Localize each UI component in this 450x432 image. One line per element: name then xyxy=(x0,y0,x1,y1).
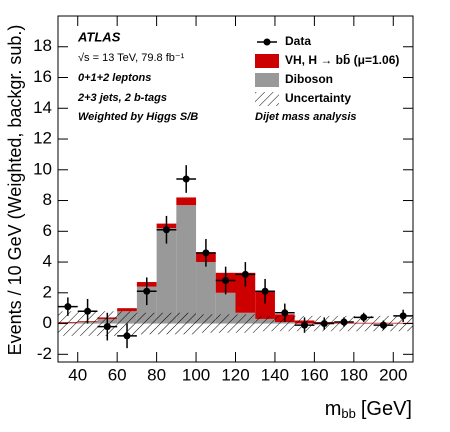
energy-label: √s = 13 TeV, 79.8 fb⁻¹ xyxy=(78,52,185,64)
data-point xyxy=(360,313,368,321)
y-tick-label: 8 xyxy=(43,190,52,209)
legend-label: VH, H → bb̄ (μ=1.06) xyxy=(285,53,399,67)
y-tick-label: 18 xyxy=(33,36,52,55)
data-point xyxy=(301,321,309,329)
stack-bar xyxy=(176,197,197,206)
x-tick-label: 100 xyxy=(182,365,210,384)
stack-bar xyxy=(176,205,197,324)
stack-bar xyxy=(196,262,216,324)
x-tick-label: 40 xyxy=(68,365,87,384)
uncertainty-band xyxy=(274,315,295,332)
x-label-symbol: m xyxy=(325,398,342,420)
data-point xyxy=(162,226,170,234)
data-point xyxy=(261,287,269,295)
data-point xyxy=(222,276,230,284)
x-tick-label: 80 xyxy=(147,365,166,384)
data-point xyxy=(281,309,289,317)
y-tick-label: 2 xyxy=(43,282,52,301)
uncertainty-band xyxy=(136,312,157,335)
uncertainty-band xyxy=(196,314,216,333)
leptons-label: 0+1+2 leptons xyxy=(78,72,151,84)
legend-label: Diboson xyxy=(285,72,333,86)
data-point xyxy=(379,321,387,329)
y-tick-label: 10 xyxy=(33,159,52,178)
stack-bar xyxy=(235,272,256,313)
weight-label: Weighted by Higgs S/B xyxy=(78,111,198,123)
legend-swatch xyxy=(255,73,279,87)
x-axis-label: mbb [GeV] xyxy=(325,398,412,421)
y-tick-label: 4 xyxy=(43,252,52,271)
data-point xyxy=(84,307,92,315)
uncertainty-band xyxy=(255,315,275,332)
x-tick-label: 140 xyxy=(261,365,289,384)
y-tick-label: 6 xyxy=(43,221,52,240)
data-point xyxy=(399,312,407,320)
uncertainty-band xyxy=(235,314,256,333)
data-point xyxy=(340,318,348,326)
uncertainty-band xyxy=(353,315,374,332)
y-axis-label: Events / 10 GeV (Weighted, backgr. sub.) xyxy=(5,25,25,356)
legend-swatch xyxy=(255,54,279,68)
data-point xyxy=(320,320,328,328)
x-tick-label: 180 xyxy=(340,365,368,384)
analysis-label: Dijet mass analysis xyxy=(255,111,357,123)
x-label-subscript: bb xyxy=(341,406,355,421)
y-tick-label: -2 xyxy=(37,344,52,363)
legend-swatch xyxy=(255,92,279,106)
stack-bar xyxy=(156,228,177,324)
uncertainty-band xyxy=(215,314,236,333)
legend-label: Data xyxy=(285,34,311,48)
y-tick-label: 0 xyxy=(43,313,52,332)
data-point xyxy=(103,323,111,331)
x-tick-label: 120 xyxy=(221,365,249,384)
data-point xyxy=(64,303,72,311)
uncertainty-band xyxy=(176,312,197,335)
atlas-label: ATLAS xyxy=(77,29,121,44)
x-label-unit: [GeV] xyxy=(361,398,412,420)
x-tick-label: 200 xyxy=(379,365,407,384)
x-tick-label: 160 xyxy=(300,365,328,384)
x-tick-label: 60 xyxy=(108,365,127,384)
y-tick-label: 12 xyxy=(33,129,52,148)
data-point xyxy=(143,287,151,295)
uncertainty-band xyxy=(156,312,177,335)
stack-bar xyxy=(117,308,137,312)
stack-bar xyxy=(255,291,275,319)
data-point xyxy=(202,249,210,257)
data-point xyxy=(182,175,190,183)
data-point xyxy=(123,332,131,340)
legend-data-marker xyxy=(263,38,271,46)
jets-label: 2+3 jets, 2 b-tags xyxy=(77,92,167,104)
y-tick-label: 14 xyxy=(33,98,52,117)
legend-label: Uncertainty xyxy=(285,91,351,105)
data-point xyxy=(241,270,249,278)
y-tick-label: 16 xyxy=(33,67,52,86)
